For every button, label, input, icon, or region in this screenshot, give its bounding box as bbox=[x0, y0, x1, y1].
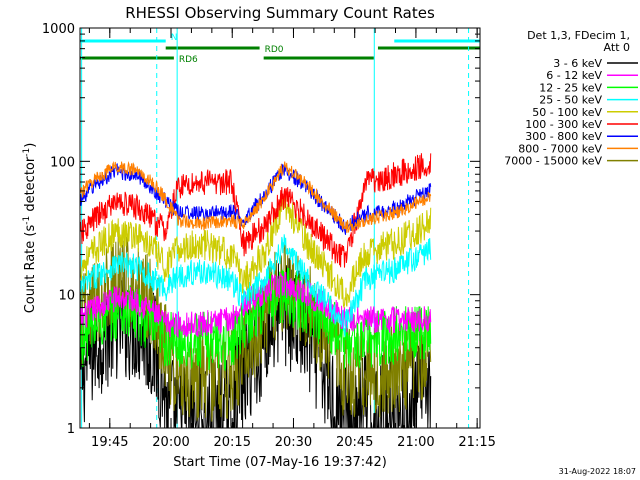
legend-label: 50 - 100 keV bbox=[532, 106, 602, 119]
x-tick-label: 20:15 bbox=[214, 435, 251, 450]
x-axis-label: Start Time (07-May-16 19:37:42) bbox=[173, 455, 387, 470]
plot-frame bbox=[79, 27, 481, 429]
timestamp: 31-Aug-2022 18:07 bbox=[559, 467, 636, 476]
legend-label: 6 - 12 keV bbox=[546, 69, 602, 82]
x-tick-label: 21:15 bbox=[458, 435, 495, 450]
legend-label: 25 - 50 keV bbox=[539, 94, 602, 107]
y-axis-label-end: ) bbox=[23, 143, 38, 148]
legend-header-line1: Det 1,3, FDecim 1, bbox=[527, 29, 630, 42]
series-line-3 bbox=[79, 234, 432, 337]
chart-title: RHESSI Observing Summary Count Rates bbox=[125, 4, 435, 22]
y-axis-label-sup1: -1 bbox=[22, 216, 32, 225]
legend-label: 300 - 800 keV bbox=[525, 130, 602, 143]
series-layer bbox=[79, 153, 432, 430]
y-tick-label: 100 bbox=[50, 155, 75, 170]
series-line-1 bbox=[79, 271, 432, 339]
y-tick-label: 10 bbox=[58, 289, 75, 304]
x-tick-label: 19:45 bbox=[91, 435, 128, 450]
flag-layer: N RD0 RD6 bbox=[80, 33, 480, 65]
series-line-7 bbox=[79, 160, 432, 233]
y-axis-label-sup2: -1 bbox=[22, 148, 32, 157]
series-line-4 bbox=[79, 192, 432, 309]
x-tick-label: 20:45 bbox=[336, 435, 373, 450]
y-axis-label-mid: detector bbox=[23, 156, 38, 216]
x-tick-label: 20:30 bbox=[275, 435, 312, 450]
x-tick-label: 21:00 bbox=[397, 435, 434, 450]
flag-label-rd6: RD6 bbox=[179, 55, 198, 65]
legend-label: 7000 - 15000 keV bbox=[504, 155, 602, 168]
axis-layer: 1 10 100 1000 19:45 20:00 20:15 20:30 20:45 21:00… bbox=[42, 22, 496, 450]
series-line-2 bbox=[79, 267, 432, 372]
x-tick-label: 20:00 bbox=[152, 435, 189, 450]
legend-label: 12 - 25 keV bbox=[539, 81, 602, 94]
y-axis-label-main: Count Rate (s bbox=[23, 225, 38, 314]
flag-label-n: N bbox=[171, 33, 178, 43]
legend-label: 3 - 6 keV bbox=[553, 57, 602, 70]
y-tick-label: 1000 bbox=[42, 22, 75, 37]
flag-label-rd0: RD0 bbox=[265, 45, 284, 55]
legend-header-line2: Att 0 bbox=[604, 41, 630, 54]
y-tick-label: 1 bbox=[67, 422, 75, 437]
series-line-5 bbox=[79, 153, 432, 268]
series-line-8 bbox=[79, 234, 432, 422]
y-axis-label: Count Rate (s-1 detector-1) bbox=[22, 143, 38, 314]
legend-label: 100 - 300 keV bbox=[525, 118, 602, 131]
legend-label: 800 - 7000 keV bbox=[518, 142, 602, 155]
